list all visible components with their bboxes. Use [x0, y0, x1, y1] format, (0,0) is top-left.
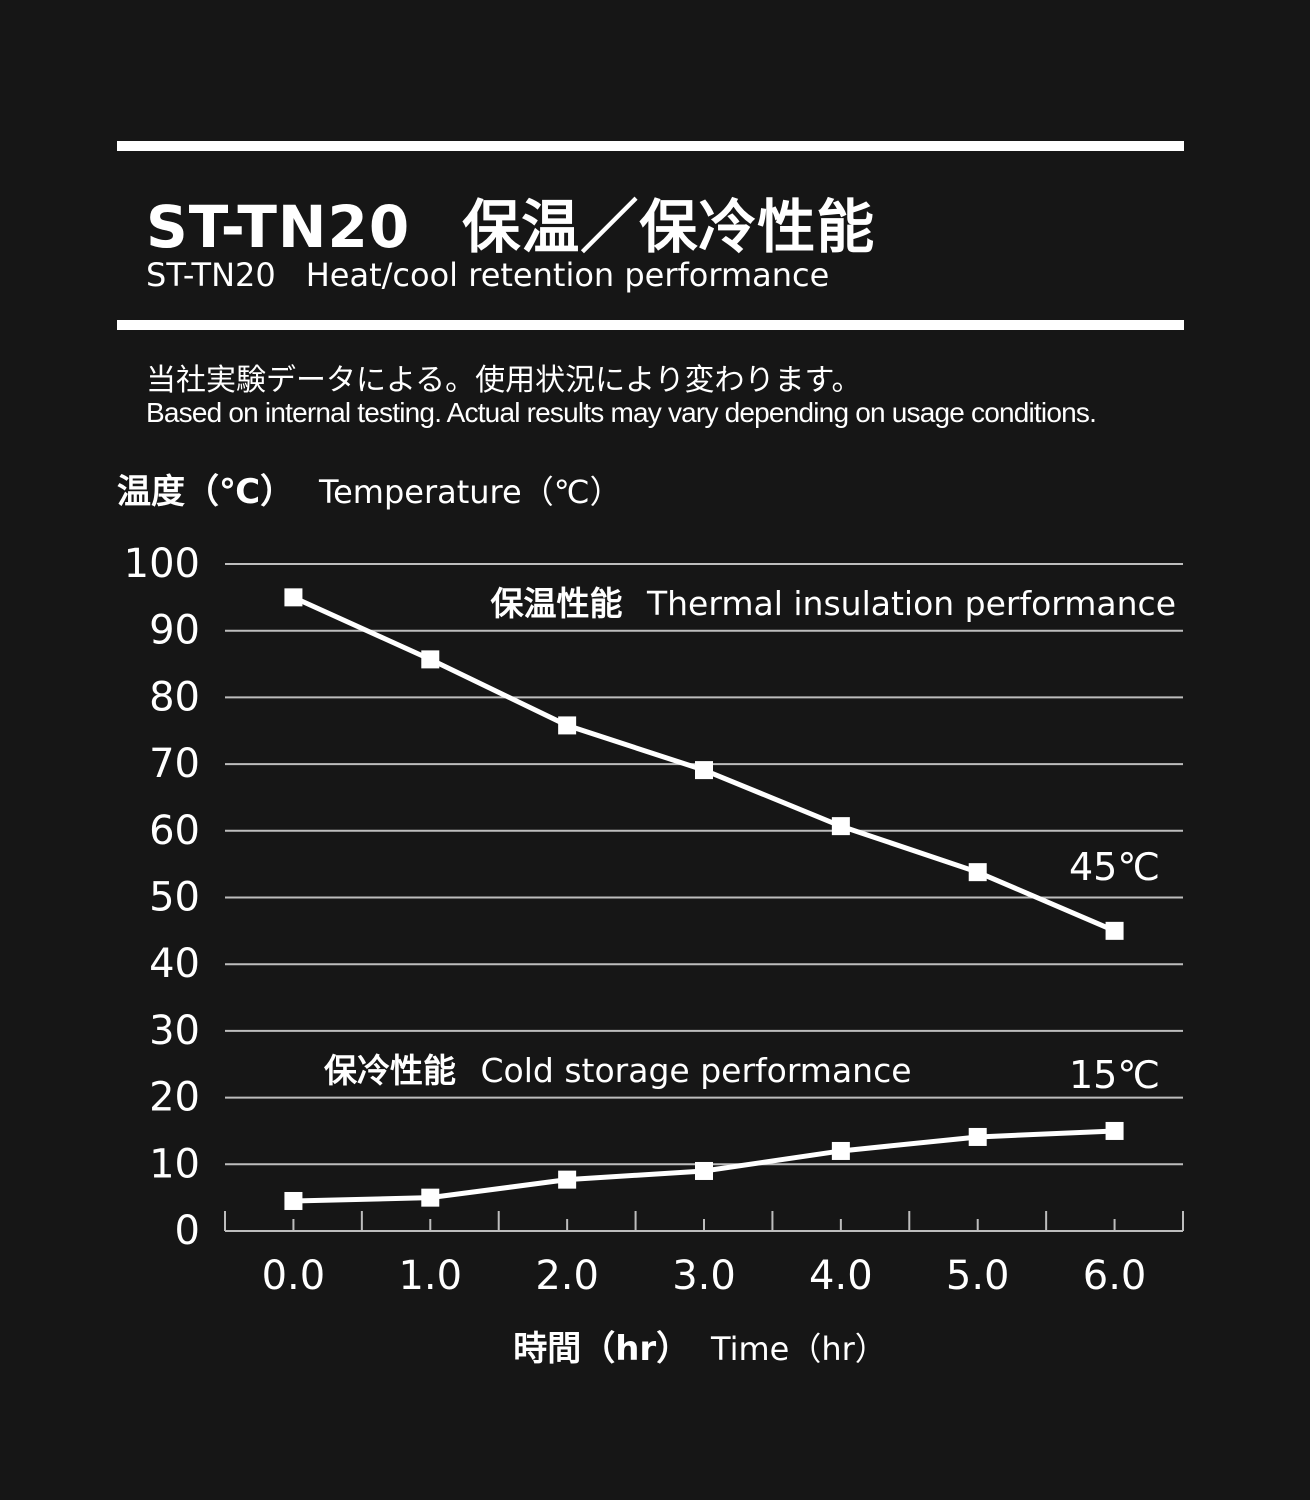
- y-tick-label: 20: [149, 1075, 200, 1121]
- page-subtitle: ST-TN20 Heat/cool retention performance: [146, 256, 829, 294]
- x-tick-labels: 0.0 1.0 2.0 3.0 4.0 5.0 6.0: [262, 1253, 1147, 1299]
- data-point-cold: [831, 1141, 850, 1160]
- series-label-cold: 保冷性能 Cold storage performance: [324, 1051, 912, 1090]
- svg-text:温度（℃） Temperature（℃）: 温度（℃） Temperature（℃）: [117, 472, 622, 512]
- series-label-cold-ja: 保冷性能: [324, 1051, 456, 1090]
- y-tick-label: 60: [149, 808, 200, 854]
- x-tick-label: 3.0: [672, 1253, 736, 1299]
- data-point-cold: [1105, 1121, 1124, 1140]
- x-tick-label: 2.0: [535, 1253, 599, 1299]
- data-point-cold: [968, 1127, 987, 1146]
- disclaimer-ja: 当社実験データによる。使用状況により変わります。: [146, 363, 862, 398]
- disclaimer-en: Based on internal testing. Actual result…: [146, 397, 1097, 428]
- series-label-hot: 保温性能 Thermal insulation performance: [490, 584, 1176, 623]
- data-point-hot: [968, 863, 987, 882]
- x-axis: [224, 1211, 1184, 1232]
- x-axis-label-ja: 時間（hr）: [513, 1329, 690, 1369]
- y-tick-label: 80: [149, 674, 200, 720]
- y-tick-label: 70: [149, 741, 200, 787]
- y-axis-label-en: Temperature（℃）: [318, 473, 622, 511]
- end-label-hot: 45℃: [1069, 845, 1160, 889]
- series-label-cold-en: Cold storage performance: [481, 1051, 912, 1090]
- series-markers: [284, 588, 1124, 1210]
- series-label-hot-ja: 保温性能: [490, 584, 622, 623]
- title-ja: 保温／保冷性能: [462, 193, 876, 261]
- y-tick-label: 100: [124, 541, 200, 587]
- data-point-hot: [831, 817, 850, 836]
- data-point-hot: [421, 650, 440, 669]
- x-axis-label: 時間（hr） Time（hr）: [513, 1329, 887, 1369]
- y-tick-label: 40: [149, 941, 200, 987]
- x-tick-label: 4.0: [809, 1253, 873, 1299]
- title-model: ST-TN20: [146, 193, 411, 261]
- end-label-cold: 15℃: [1069, 1053, 1160, 1097]
- y-tick-label: 50: [149, 875, 200, 921]
- data-point-hot: [695, 761, 713, 780]
- data-point-hot: [284, 588, 303, 607]
- y-tick-label: 10: [149, 1141, 200, 1187]
- top-rule: [117, 141, 1184, 151]
- subtitle-en: Heat/cool retention performance: [305, 256, 830, 294]
- data-point-cold: [421, 1188, 440, 1207]
- data-point-cold: [695, 1161, 713, 1180]
- x-tick-label: 5.0: [946, 1253, 1010, 1299]
- x-tick-label: 1.0: [398, 1253, 462, 1299]
- x-tick-label: 0.0: [262, 1253, 326, 1299]
- series-label-hot-en: Thermal insulation performance: [646, 584, 1176, 623]
- y-tick-label: 30: [149, 1008, 200, 1054]
- subtitle-model: ST-TN20: [146, 256, 276, 294]
- page-title: ST-TN20 保温／保冷性能: [146, 180, 875, 264]
- data-point-cold: [558, 1170, 577, 1189]
- y-tick-label: 90: [149, 608, 200, 654]
- data-point-cold: [284, 1191, 303, 1210]
- y-tick-label: 0: [175, 1208, 200, 1254]
- grid-lines: [225, 563, 1183, 1166]
- y-tick-labels: 0 10 20 30 40 50 60 70 80 90 100: [124, 541, 200, 1254]
- x-tick-label: 6.0: [1083, 1253, 1147, 1299]
- bottom-rule: [117, 320, 1184, 330]
- x-axis-label-en: Time（hr）: [710, 1330, 887, 1368]
- data-point-hot: [1105, 921, 1124, 940]
- data-point-hot: [558, 716, 577, 735]
- y-axis-label-ja: 温度（℃）: [117, 472, 294, 512]
